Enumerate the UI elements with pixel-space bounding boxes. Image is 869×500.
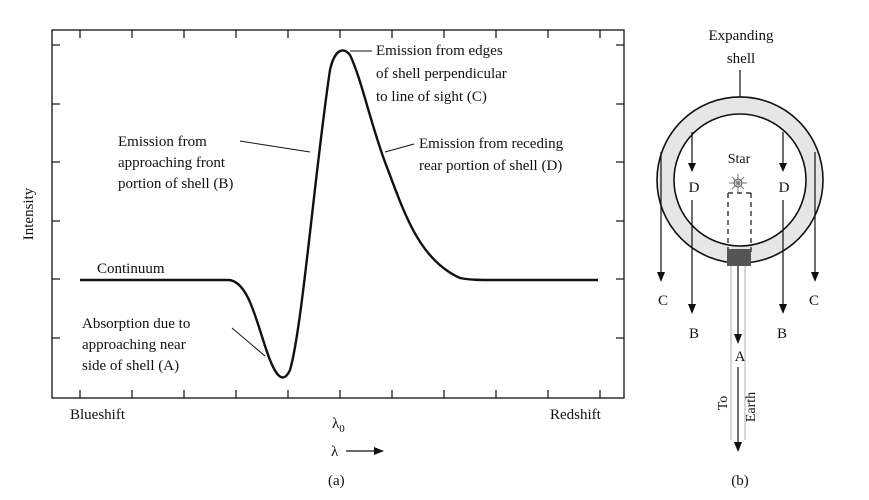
to-earth-arrow-icon bbox=[734, 367, 742, 452]
svg-text:portion of shell (B): portion of shell (B) bbox=[118, 176, 233, 192]
label-d-right: D bbox=[779, 180, 790, 196]
label-a: A bbox=[735, 349, 746, 365]
emission-rear-leader-line bbox=[384, 143, 415, 153]
label-c-right: C bbox=[809, 293, 819, 309]
to-label: To bbox=[716, 396, 731, 411]
svg-text:of shell perpendicular: of shell perpendicular bbox=[376, 66, 507, 82]
ray-c-left bbox=[657, 152, 665, 282]
right-ticks bbox=[616, 44, 624, 339]
label-b-left: B bbox=[689, 326, 699, 342]
bottom-ticks bbox=[79, 390, 601, 398]
p-cygni-profile-curve bbox=[80, 49, 598, 379]
caption-a: (a) bbox=[328, 473, 345, 489]
lambda-arrow-label: λ bbox=[331, 444, 339, 460]
redshift-label: Redshift bbox=[550, 407, 602, 423]
continuum-label: Continuum bbox=[97, 261, 165, 277]
emission-front-label: Emission from approaching front portion … bbox=[118, 134, 233, 192]
ray-b-right bbox=[779, 200, 787, 314]
absorption-label: Absorption due to approaching near side … bbox=[82, 316, 190, 374]
blueshift-label: Blueshift bbox=[70, 407, 126, 423]
emission-edges-label: Emission from edges of shell perpendicul… bbox=[376, 43, 507, 105]
ray-d-left bbox=[688, 132, 696, 172]
earth-label: Earth bbox=[744, 392, 759, 422]
svg-text:Emission from receding: Emission from receding bbox=[419, 136, 564, 152]
emission-rear-label: Emission from receding rear portion of s… bbox=[419, 136, 564, 174]
svg-text:approaching near: approaching near bbox=[82, 337, 186, 353]
ray-b-left bbox=[688, 200, 696, 314]
y-axis-label: Intensity bbox=[21, 187, 37, 240]
svg-text:Absorption due to: Absorption due to bbox=[82, 316, 190, 332]
left-ticks bbox=[52, 44, 60, 339]
shell-panel: Expanding shell Star bbox=[656, 28, 824, 489]
top-ticks bbox=[79, 30, 601, 38]
svg-text:Expanding: Expanding bbox=[709, 28, 774, 44]
svg-text:approaching front: approaching front bbox=[118, 155, 226, 171]
absorption-leader-line bbox=[231, 327, 266, 357]
absorbing-shell-patch bbox=[727, 249, 751, 266]
lambda0-label: λ0 bbox=[332, 416, 345, 435]
label-c-left: C bbox=[658, 293, 668, 309]
svg-text:to line of sight (C): to line of sight (C) bbox=[376, 89, 487, 105]
expanding-shell-label: Expanding shell bbox=[709, 28, 774, 67]
to-earth-beam bbox=[730, 266, 746, 440]
svg-text:side of shell (A): side of shell (A) bbox=[82, 358, 179, 374]
svg-text:Emission from: Emission from bbox=[118, 134, 207, 150]
star-label: Star bbox=[728, 152, 751, 167]
ray-a bbox=[734, 266, 742, 344]
lambda-arrow-icon bbox=[346, 447, 384, 455]
plot-frame bbox=[51, 29, 625, 399]
label-d-left: D bbox=[689, 180, 700, 196]
spectrum-panel: Intensity Continuum Absorption due to ap… bbox=[21, 29, 625, 489]
svg-text:rear portion of shell (D): rear portion of shell (D) bbox=[419, 158, 562, 174]
svg-text:Emission from edges: Emission from edges bbox=[376, 43, 503, 59]
emission-front-leader-line bbox=[239, 140, 311, 153]
ray-c-right bbox=[811, 152, 819, 282]
label-b-right: B bbox=[777, 326, 787, 342]
star-beam-outline bbox=[727, 192, 752, 252]
caption-b: (b) bbox=[731, 473, 749, 489]
svg-text:shell: shell bbox=[727, 51, 755, 67]
ray-d-right bbox=[779, 132, 787, 172]
star-icon bbox=[729, 174, 747, 192]
